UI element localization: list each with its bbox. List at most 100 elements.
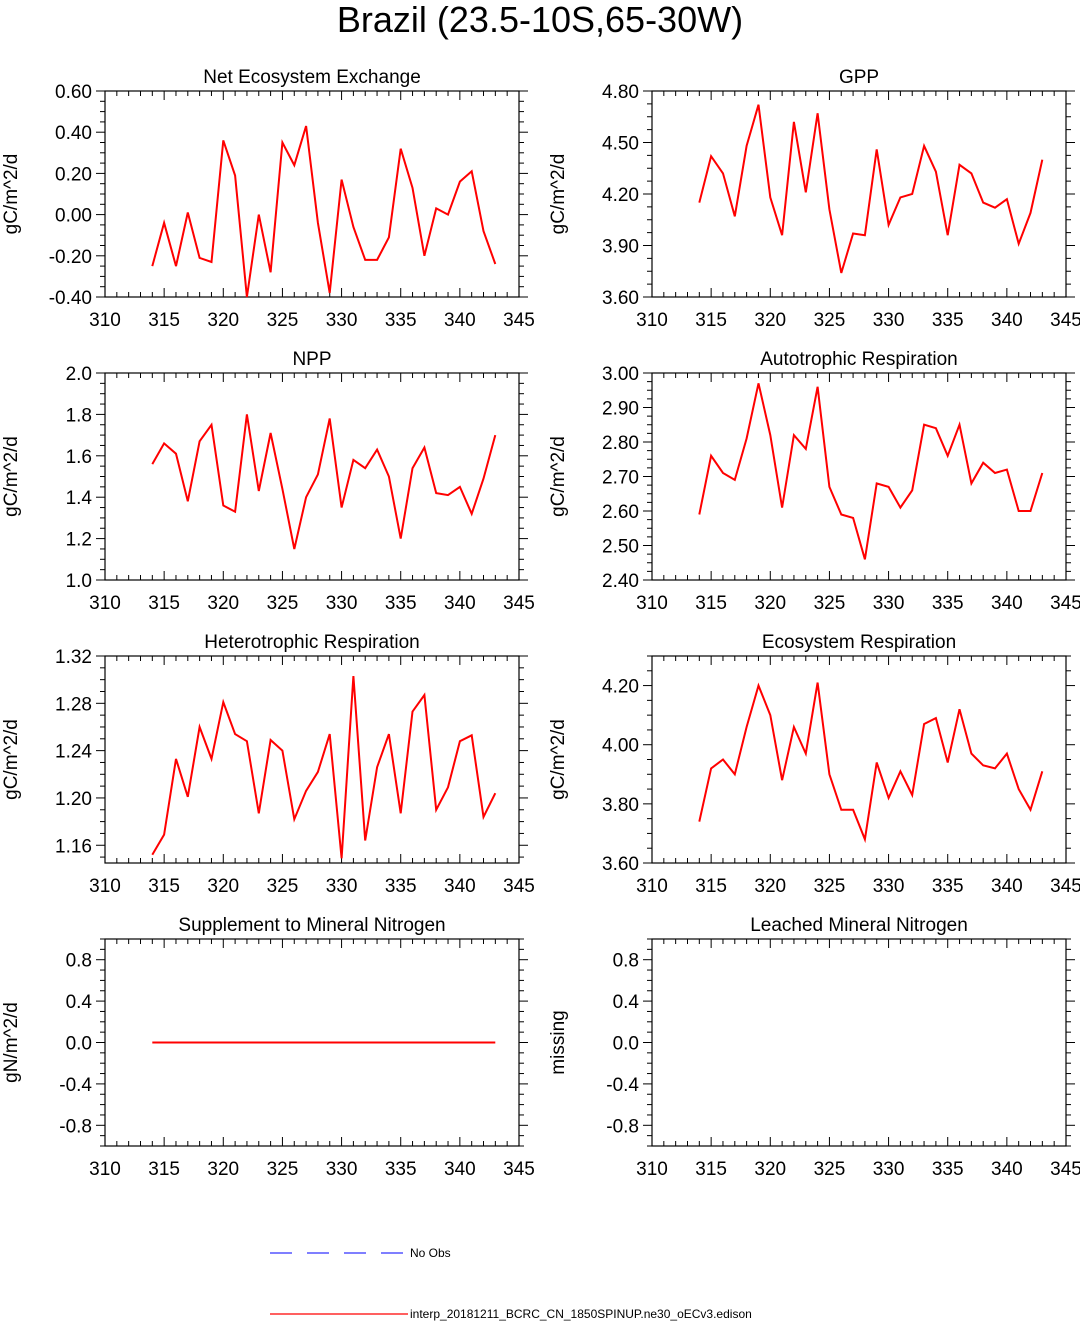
- y-tick-label: 1.6: [66, 447, 92, 468]
- x-tick-label: 320: [754, 876, 786, 897]
- x-tick-label: 310: [636, 593, 668, 614]
- x-tick-label: 335: [385, 876, 417, 897]
- plot-frame: [651, 938, 1067, 1147]
- series-line: [151, 676, 497, 859]
- x-tick-label: 335: [932, 876, 964, 897]
- panel-8: Leached Mineral Nitrogen missing 310 315 320…: [548, 915, 1080, 1180]
- panel-7: Supplement to Mineral Nitrogen gN/m^2/d 31…: [1, 915, 535, 1180]
- panel-title: Supplement to Mineral Nitrogen: [178, 915, 445, 936]
- page-title: Brazil (23.5-10S,65-30W): [336, 0, 744, 40]
- y-tick-label: 2.0: [66, 364, 92, 385]
- y-tick-label: 0.0: [66, 1034, 92, 1055]
- y-tick-label: 1.8: [66, 405, 92, 426]
- x-tick-label: 310: [89, 593, 121, 614]
- x-tick-label: 315: [148, 876, 180, 897]
- y-tick-label: -0.40: [49, 288, 92, 309]
- x-tick-label: 340: [991, 876, 1023, 897]
- y-axis-label: gC/m^2/d: [1, 436, 22, 517]
- legend-label: No Obs: [410, 1246, 451, 1260]
- x-tick-label: 315: [695, 876, 727, 897]
- legend: No Obs interp_20181211_BCRC_CN_1850SPINUP…: [270, 1246, 752, 1321]
- x-tick-label: 340: [444, 310, 476, 331]
- y-tick-label: 1.20: [55, 789, 92, 810]
- series-line: [151, 414, 497, 550]
- x-tick-label: 315: [695, 1159, 727, 1180]
- series-line: [698, 682, 1044, 844]
- x-tick-label: 340: [444, 593, 476, 614]
- x-tick-label: 345: [1050, 593, 1080, 614]
- panel-title: GPP: [839, 67, 879, 88]
- y-tick-label: 4.00: [602, 736, 639, 757]
- x-tick-label: 315: [148, 1159, 180, 1180]
- y-tick-label: 2.40: [602, 571, 639, 592]
- x-tick-label: 330: [326, 1159, 358, 1180]
- y-axis-label: gC/m^2/d: [548, 436, 569, 517]
- x-tick-label: 345: [1050, 876, 1080, 897]
- x-tick-label: 315: [148, 310, 180, 331]
- x-tick-label: 345: [1050, 1159, 1080, 1180]
- y-tick-label: 0.8: [613, 951, 639, 972]
- x-tick-label: 325: [814, 593, 846, 614]
- x-tick-label: 320: [207, 1159, 239, 1180]
- x-tick-label: 325: [267, 310, 299, 331]
- x-tick-label: 330: [326, 593, 358, 614]
- y-tick-label: 0.60: [55, 82, 92, 103]
- plot-frame: [651, 372, 1067, 581]
- plot-frame: [104, 372, 520, 581]
- x-tick-label: 330: [873, 593, 905, 614]
- x-tick-label: 335: [932, 310, 964, 331]
- x-tick-label: 315: [148, 593, 180, 614]
- panel-3: NPP gC/m^2/d 310 315 320 325 330 335 340 345 1.0 1.…: [1, 349, 535, 614]
- y-tick-label: 2.60: [602, 502, 639, 523]
- x-tick-label: 310: [89, 310, 121, 331]
- panel-title: Ecosystem Respiration: [762, 632, 956, 653]
- y-tick-label: 2.70: [602, 468, 639, 489]
- y-tick-label: 0.8: [66, 951, 92, 972]
- x-tick-label: 310: [636, 310, 668, 331]
- panel-title: Leached Mineral Nitrogen: [750, 915, 968, 936]
- panel-6: Ecosystem Respiration gC/m^2/d 310 315 320 32…: [548, 632, 1080, 897]
- y-tick-label: 3.60: [602, 288, 639, 309]
- x-tick-label: 315: [695, 310, 727, 331]
- panel-title: Autotrophic Respiration: [760, 349, 958, 370]
- x-tick-label: 345: [503, 1159, 535, 1180]
- x-tick-label: 320: [207, 593, 239, 614]
- plot-frame: [104, 90, 520, 298]
- y-tick-label: -0.8: [606, 1116, 639, 1137]
- x-tick-label: 310: [89, 876, 121, 897]
- y-tick-label: 3.00: [602, 364, 639, 385]
- y-tick-label: 2.90: [602, 399, 639, 420]
- y-tick-label: 4.20: [602, 677, 639, 698]
- y-tick-label: 3.60: [602, 854, 639, 875]
- y-tick-label: -0.20: [49, 247, 92, 268]
- y-tick-label: 0.0: [613, 1034, 639, 1055]
- y-axis-label: gN/m^2/d: [1, 1002, 22, 1083]
- x-tick-label: 335: [385, 310, 417, 331]
- x-tick-label: 310: [636, 876, 668, 897]
- series-line: [698, 104, 1044, 274]
- x-tick-label: 325: [267, 1159, 299, 1180]
- x-tick-label: 320: [754, 593, 786, 614]
- y-axis-label: gC/m^2/d: [1, 719, 22, 800]
- y-tick-label: -0.4: [606, 1075, 639, 1096]
- x-tick-label: 330: [326, 310, 358, 331]
- y-tick-label: 1.16: [55, 836, 92, 857]
- y-axis-label: gC/m^2/d: [1, 154, 22, 235]
- y-tick-label: 0.00: [55, 206, 92, 227]
- plot-frame: [651, 655, 1067, 864]
- x-tick-label: 330: [873, 310, 905, 331]
- y-tick-label: 0.20: [55, 164, 92, 185]
- panel-title: Net Ecosystem Exchange: [203, 67, 421, 88]
- x-tick-label: 340: [444, 1159, 476, 1180]
- series-line: [698, 383, 1044, 560]
- x-tick-label: 335: [385, 593, 417, 614]
- x-tick-label: 345: [503, 876, 535, 897]
- panel-2: GPP gC/m^2/d 310 315 320 325 330 335 340 345 3.60 3…: [548, 67, 1080, 331]
- x-tick-label: 340: [444, 876, 476, 897]
- x-tick-label: 325: [814, 876, 846, 897]
- y-axis-label: gC/m^2/d: [548, 719, 569, 800]
- y-tick-label: 1.0: [66, 571, 92, 592]
- x-tick-label: 330: [873, 876, 905, 897]
- y-tick-label: 0.40: [55, 123, 92, 144]
